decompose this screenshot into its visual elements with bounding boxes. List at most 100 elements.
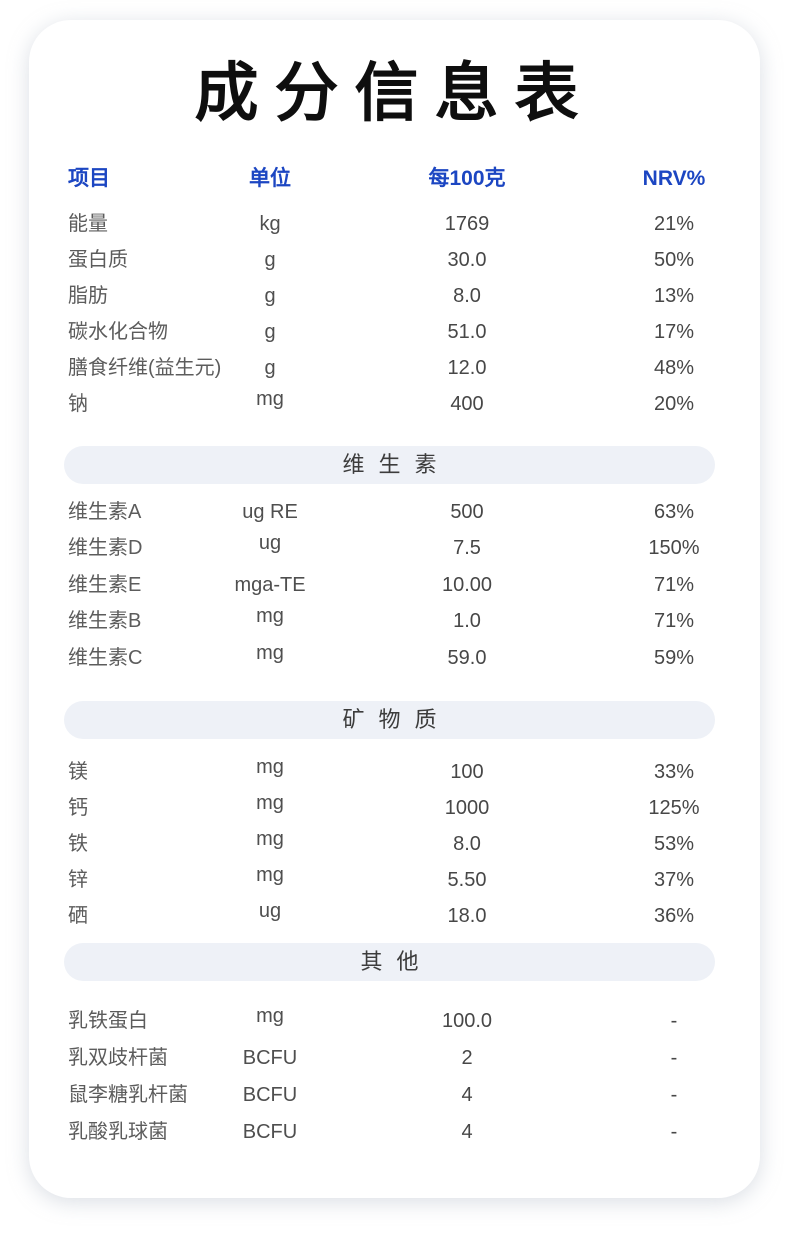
row-nrv: 48%: [653, 357, 695, 379]
row-nrv: -: [670, 1084, 678, 1106]
table-row: 钙 mg 1000 125%: [64, 790, 715, 826]
row-unit: g: [264, 357, 276, 379]
row-item-name: 能量: [68, 213, 108, 235]
row-unit: mg: [256, 756, 284, 778]
row-unit: mg: [256, 1005, 284, 1027]
row-unit: mg: [256, 828, 284, 850]
row-value: 100: [450, 761, 484, 783]
row-unit: BCFU: [242, 1047, 298, 1069]
row-value: 18.0: [447, 905, 487, 927]
row-item-name: 钙: [68, 797, 88, 819]
table-row: 维生素D ug 7.5 150%: [64, 530, 715, 566]
page-title: 成分信息表: [194, 57, 595, 129]
row-unit: ug RE: [242, 501, 298, 523]
nutrition-card: 成分信息表 项目 单位 每100克 NRV% 能量 kg 1769 21% 蛋白…: [29, 20, 760, 1198]
row-nrv: 71%: [653, 610, 695, 632]
row-item-name: 镁: [68, 761, 88, 783]
row-item-name: 锌: [68, 869, 88, 891]
row-nrv: 59%: [653, 647, 695, 669]
row-value: 51.0: [447, 321, 487, 343]
table-row: 能量 kg 1769 21%: [64, 206, 715, 242]
row-item-name: 乳双歧杆菌: [68, 1047, 168, 1069]
row-nrv: 21%: [653, 213, 695, 235]
table-row: 钠 mg 400 20%: [64, 386, 715, 422]
row-item-name: 鼠李糖乳杆菌: [68, 1084, 188, 1106]
row-unit: BCFU: [242, 1084, 298, 1106]
row-item-name: 维生素B: [68, 610, 142, 632]
row-nrv: 17%: [653, 321, 695, 343]
header-item: 项目: [68, 167, 110, 190]
row-nrv: 125%: [648, 797, 700, 819]
row-item-name: 钠: [68, 393, 88, 415]
section-header-vitamins: 维生素: [64, 446, 715, 484]
row-unit: ug: [258, 532, 282, 554]
table-row: 膳食纤维(益生元) g 12.0 48%: [64, 350, 715, 386]
row-unit: mga-TE: [234, 574, 306, 596]
row-nrv: 13%: [653, 285, 695, 307]
row-unit: mg: [256, 605, 284, 627]
row-item-name: 维生素A: [68, 501, 142, 523]
row-unit: mg: [256, 642, 284, 664]
row-value: 12.0: [447, 357, 487, 379]
row-value: 4: [461, 1084, 473, 1106]
row-nrv: 50%: [653, 249, 695, 271]
row-unit: ug: [258, 900, 282, 922]
row-nrv: 36%: [653, 905, 695, 927]
row-item-name: 碳水化合物: [68, 321, 168, 343]
row-item-name: 铁: [68, 833, 88, 855]
row-item-name: 硒: [68, 905, 88, 927]
row-value: 8.0: [453, 285, 481, 307]
row-unit: kg: [259, 213, 281, 235]
row-unit: g: [264, 321, 276, 343]
row-item-name: 维生素C: [68, 647, 143, 669]
table-row: 维生素B mg 1.0 71%: [64, 603, 715, 639]
table-row: 乳酸乳球菌 BCFU 4 -: [64, 1114, 715, 1150]
table-row: 鼠李糖乳杆菌 BCFU 4 -: [64, 1077, 715, 1113]
row-value: 1769: [444, 213, 490, 235]
row-item-name: 脂肪: [68, 285, 108, 307]
row-unit: mg: [256, 792, 284, 814]
section-header-minerals: 矿物质: [64, 701, 715, 739]
table-row: 硒 ug 18.0 36%: [64, 898, 715, 934]
row-value: 10.00: [441, 574, 493, 596]
table-row: 维生素C mg 59.0 59%: [64, 640, 715, 676]
row-value: 59.0: [447, 647, 487, 669]
table-row: 维生素E mga-TE 10.00 71%: [64, 567, 715, 603]
row-item-name: 维生素D: [68, 537, 143, 559]
table-row: 铁 mg 8.0 53%: [64, 826, 715, 862]
row-nrv: 63%: [653, 501, 695, 523]
table-row: 镁 mg 100 33%: [64, 754, 715, 790]
row-value: 30.0: [447, 249, 487, 271]
row-item-name: 乳铁蛋白: [68, 1010, 148, 1032]
row-nrv: 20%: [653, 393, 695, 415]
table-row: 维生素A ug RE 500 63%: [64, 494, 715, 530]
row-value: 400: [450, 393, 484, 415]
table-row: 锌 mg 5.50 37%: [64, 862, 715, 898]
row-value: 4: [461, 1121, 473, 1143]
row-unit: g: [264, 249, 276, 271]
row-unit: mg: [256, 388, 284, 410]
table-row: 脂肪 g 8.0 13%: [64, 278, 715, 314]
row-value: 7.5: [453, 537, 481, 559]
row-value: 8.0: [453, 833, 481, 855]
row-nrv: 53%: [653, 833, 695, 855]
row-nrv: 37%: [653, 869, 695, 891]
row-nrv: 71%: [653, 574, 695, 596]
row-value: 2: [461, 1047, 473, 1069]
row-item-name: 蛋白质: [68, 249, 128, 271]
row-unit: mg: [256, 864, 284, 886]
row-item-name: 乳酸乳球菌: [68, 1121, 168, 1143]
row-item-name: 膳食纤维(益生元): [68, 357, 222, 379]
row-unit: g: [264, 285, 276, 307]
row-nrv: -: [670, 1047, 678, 1069]
row-value: 100.0: [441, 1010, 493, 1032]
row-value: 5.50: [447, 869, 487, 891]
table-row: 碳水化合物 g 51.0 17%: [64, 314, 715, 350]
table-header-row: 项目 单位 每100克 NRV%: [64, 161, 715, 197]
row-value: 500: [450, 501, 484, 523]
row-value: 1000: [444, 797, 490, 819]
header-unit: 单位: [249, 167, 291, 190]
row-nrv: -: [670, 1121, 678, 1143]
row-unit: BCFU: [242, 1121, 298, 1143]
table-row: 乳双歧杆菌 BCFU 2 -: [64, 1040, 715, 1076]
